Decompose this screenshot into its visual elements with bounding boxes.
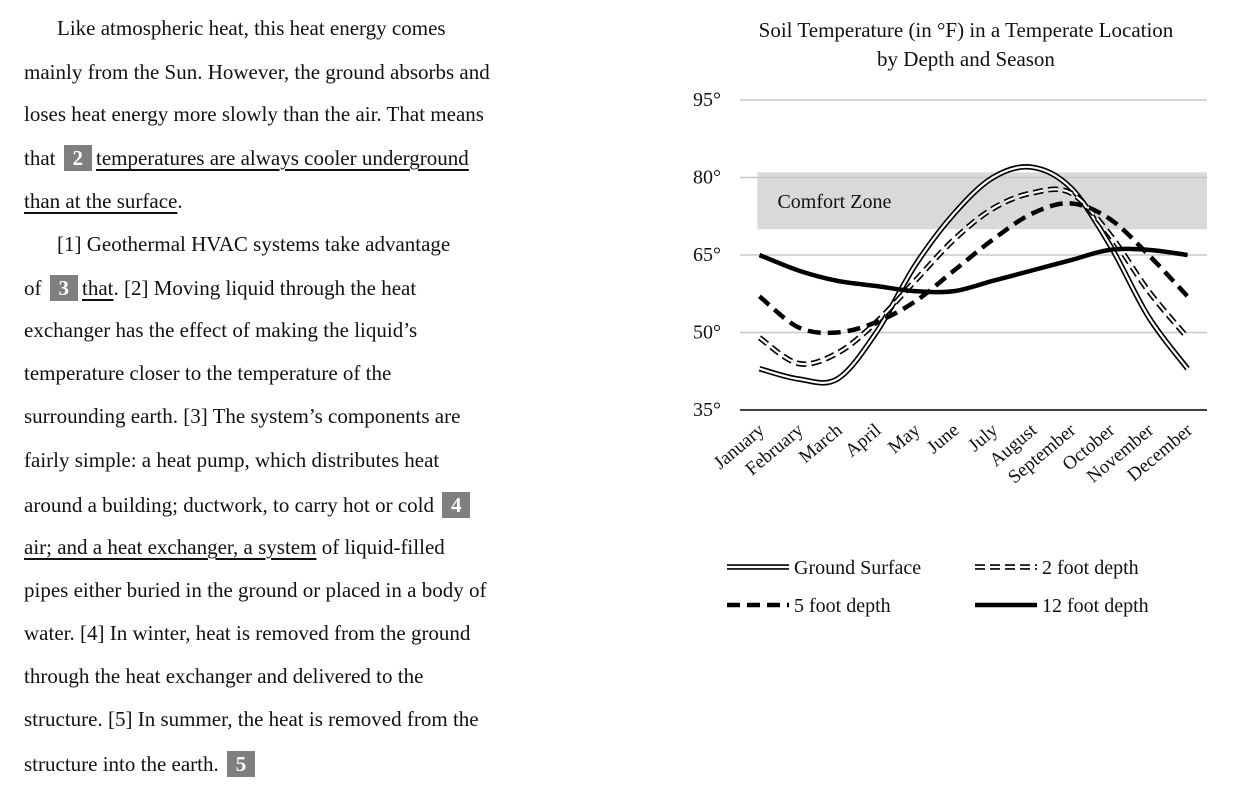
text-line: through the heat exchanger and delivered… (24, 664, 423, 688)
x-tick-label: March (795, 419, 847, 467)
underlined-text: temperatures are always cooler undergrou… (96, 146, 469, 170)
text: surrounding earth. [3] The system’s comp… (24, 404, 461, 428)
series-line-inner (759, 165, 1189, 384)
text-line: fairly simple: a heat pump, which distri… (24, 448, 439, 472)
text-line: of 3 that. [2] Moving liquid through the h… (24, 275, 416, 301)
legend-label: Ground Surface (794, 557, 921, 579)
text-line: structure. [5] In summer, the heat is re… (24, 707, 479, 731)
x-tick-label: April (841, 420, 885, 462)
text: water. [4] In winter, heat is removed fr… (24, 621, 471, 645)
text: through the heat exchanger and delivered… (24, 664, 424, 688)
text: loses heat energy more slowly than the a… (24, 102, 484, 126)
question-number[interactable]: 3 (49, 275, 78, 301)
text-line: structure into the earth. 5 (24, 751, 259, 777)
text-line: than at the surface. (24, 189, 183, 213)
legend-label: 12 foot depth (1042, 595, 1149, 617)
text: of (24, 276, 42, 300)
y-tick-label: 65° (693, 244, 721, 266)
series-line (758, 201, 1190, 336)
text: around a building; ductwork, to carry ho… (24, 493, 434, 517)
text: . (177, 189, 183, 213)
text: [1] Geothermal HVAC systems take advanta… (57, 232, 451, 256)
text-line: loses heat energy more slowly than the a… (24, 102, 484, 126)
text: mainly from the Sun. However, the ground… (24, 60, 490, 84)
text-line: that 2 temperatures are always cooler unde… (24, 145, 469, 171)
text-line: temperature closer to the temperature of… (24, 361, 391, 385)
text: exchanger has the effect of making the l… (24, 318, 418, 342)
text: of liquid-filled (316, 535, 445, 559)
text-line: surrounding earth. [3] The system’s comp… (24, 404, 460, 428)
legend-label: 5 foot depth (794, 595, 891, 617)
text-line: air; and a heat exchanger, a system of l… (24, 535, 445, 559)
question-number[interactable]: 4 (441, 492, 471, 518)
underlined-text: than at the surface (24, 189, 178, 213)
question-number[interactable]: 2 (63, 145, 92, 171)
legend-label: 2 foot depth (1042, 557, 1139, 579)
series-line-inner (758, 188, 1189, 366)
chart-title: Soil Temperature (in °F) in a Temperate … (758, 18, 1174, 71)
x-tick-label: June (923, 420, 963, 458)
underlined-text: that (82, 276, 114, 300)
text: structure. [5] In summer, the heat is re… (24, 707, 479, 731)
y-tick-label: 35° (693, 399, 721, 421)
text: Like atmospheric heat, this heat energy … (57, 16, 446, 40)
text-line: [1] Geothermal HVAC systems take advanta… (57, 232, 450, 256)
annotation-label: Comfort Zone (777, 191, 891, 213)
text: that (24, 146, 56, 170)
text-line: water. [4] In winter, heat is removed fr… (24, 621, 470, 645)
series-line (758, 246, 1188, 295)
text: pipes either buried in the ground or pla… (24, 578, 487, 602)
text-line: Like atmospheric heat, this heat energy … (57, 16, 446, 40)
text-line: exchanger has the effect of making the l… (24, 318, 417, 342)
question-number[interactable]: 5 (226, 751, 256, 777)
text-line: around a building; ductwork, to carry ho… (24, 492, 474, 518)
x-tick-label: May (884, 419, 925, 458)
text: structure into the earth. (24, 752, 219, 776)
text: temperature closer to the temperature of… (24, 361, 392, 385)
text: . [2] Moving liquid through the heat (113, 276, 417, 300)
y-tick-label: 80° (693, 167, 721, 189)
y-tick-label: 95° (693, 89, 721, 111)
text: fairly simple: a heat pump, which distri… (24, 448, 440, 472)
text-line: pipes either buried in the ground or pla… (24, 578, 486, 602)
y-tick-label: 50° (693, 322, 721, 344)
underlined-text: air; and a heat exchanger, a system (24, 535, 317, 559)
text-line: mainly from the Sun. However, the ground… (24, 60, 490, 84)
